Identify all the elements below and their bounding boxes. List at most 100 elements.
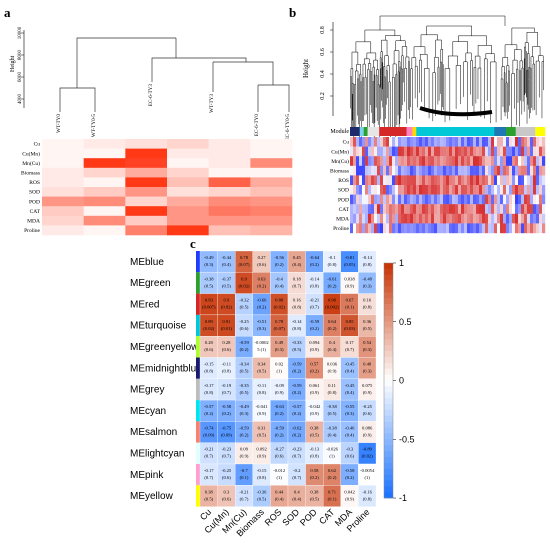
panel-b-heat-cell	[530, 156, 534, 166]
panel-c-colorbar-step	[384, 380, 393, 387]
panel-c-colorbar-step	[384, 462, 393, 469]
panel-c-cell-value: 0.31	[258, 425, 267, 430]
panel-b-heat-cell	[428, 213, 432, 224]
panel-b-dendro-branch	[385, 70, 388, 78]
panel-b-heat-cell	[413, 156, 417, 166]
panel-b-heat-cell	[380, 137, 384, 147]
panel-c-cell-value: 0.086	[362, 425, 373, 430]
panel-b-heat-cell	[437, 204, 441, 214]
panel-b-heat-cell	[470, 194, 474, 205]
panel-c-cell-value: 0.71	[328, 489, 337, 494]
panel-b-heat-cell	[455, 194, 459, 205]
panel-b-heat-cell	[449, 204, 453, 214]
panel-b-dendro-branch	[511, 73, 515, 85]
panel-c-row-color-strip	[196, 251, 200, 507]
panel-b-module-segment	[494, 127, 507, 136]
panel-c-cell-value: 0.09	[240, 447, 249, 452]
panel-b-heat-cell	[368, 175, 372, 186]
panel-b-heat-cell	[365, 137, 369, 147]
panel-c-cell-value: 0.67	[346, 298, 355, 303]
panel-b-heat-cell	[473, 185, 477, 195]
panel-c-cell-pvalue: (0.2)	[328, 475, 337, 480]
panel-b-heat-cell	[479, 146, 483, 157]
panel-c-cell-pvalue: (0.7)	[292, 475, 301, 480]
panel-b-heat-cell	[539, 137, 543, 147]
panel-b-heat-cell	[404, 137, 408, 147]
panel-c-cell-value: 0.88	[275, 298, 284, 303]
panel-b-dendro-branch	[447, 55, 458, 69]
panel-c-cell-value: -0.59	[274, 425, 284, 430]
panel-b-heat-cell	[509, 165, 513, 176]
panel-b-heat-cell	[512, 165, 516, 176]
panel-b-heat-cell	[512, 185, 516, 195]
panel-b-dendro-branch	[395, 40, 406, 51]
panel-b-heat-cell	[494, 213, 498, 224]
panel-c-cell-value: -0.14	[362, 255, 372, 260]
panel-b-heat-cell	[515, 175, 519, 186]
panel-b-heat-cell	[374, 165, 378, 176]
panel-c-cell-value: -0.58	[345, 468, 355, 473]
panel-b-heat-cell	[527, 185, 531, 195]
panel-c-cell-pvalue: (0.4)	[345, 390, 354, 395]
panel-a-row-label: MDA	[27, 219, 40, 225]
panel-b-heat-cell	[503, 194, 507, 205]
panel-b-heat-cell	[494, 146, 498, 157]
panel-b-heat-cell	[440, 175, 444, 186]
panel-b-heat-cell	[449, 213, 453, 224]
panel-b-heat-cell	[506, 194, 510, 205]
panel-c-row-label: MEgrey	[130, 385, 164, 396]
panel-b-heat-cell	[386, 204, 390, 214]
panel-b-heat-cell	[539, 185, 543, 195]
panel-b-heatmap	[350, 137, 546, 234]
panel-c-cell-pvalue: (0.4)	[345, 369, 354, 374]
panel-b-heat-cell	[398, 185, 402, 195]
panel-a-heat-cell	[42, 187, 84, 197]
panel-c-cell-pvalue: (0.9)	[310, 390, 319, 395]
panel-c-cell-value: -0.57	[204, 404, 214, 409]
panel-b-heat-cell	[404, 213, 408, 224]
panel-a-row-label: Mn(Cu)	[22, 160, 40, 167]
panel-a-leaf-label: WT-TY3	[209, 94, 215, 113]
panel-a-heat-cell	[42, 177, 84, 188]
panel-b-heat-cell	[434, 137, 438, 147]
panel-b-heat-cell	[371, 213, 375, 224]
panel-b-module-segment	[379, 127, 407, 136]
panel-c-cell-pvalue: (0.5)	[292, 347, 301, 352]
panel-b-heat-cell	[467, 213, 471, 224]
panel-c-cell-value: 0.34	[258, 362, 267, 367]
panel-b-heat-cell	[380, 185, 384, 195]
panel-b-heat-cell	[404, 146, 408, 157]
panel-b-y-tick-label: 0.6	[320, 48, 326, 56]
panel-b-heat-cell	[479, 185, 483, 195]
panel-b-heat-cell	[542, 146, 546, 157]
panel-c-cell-value: 0.89	[205, 319, 214, 324]
panel-c-cell-value: 0.85	[346, 319, 355, 324]
panel-c-cell-value: 0.93	[205, 298, 214, 303]
panel-c-cell-value: 0.38	[205, 489, 214, 494]
panel-b-heat-cell	[383, 223, 387, 234]
panel-b-heat-cell	[464, 204, 468, 214]
panel-b-heat-cell	[371, 165, 375, 176]
panel-c-cell-value: 0.092	[256, 447, 267, 452]
panel-b-heat-cell	[407, 156, 411, 166]
panel-c-cell-value: -0.37	[222, 276, 232, 281]
panel-a-heat-cell	[83, 167, 126, 178]
panel-c-row-color	[196, 442, 200, 464]
panel-b-heat-cell	[491, 213, 495, 224]
panel-b-heat-cell	[461, 185, 465, 195]
panel-b-heat-cell	[392, 146, 396, 157]
panel-b-heat-cell	[395, 137, 399, 147]
panel-b-module-segment	[416, 127, 495, 136]
panel-b-heat-cell	[371, 204, 375, 214]
panel-b-heat-cell	[479, 156, 483, 166]
panel-b-heat-cell	[383, 165, 387, 176]
panel-a-heat-cell	[208, 215, 251, 226]
panel-c-cell-value: -0.012	[273, 468, 286, 473]
panel-b-heat-cell	[353, 156, 357, 166]
panel-b-heat-cell	[482, 175, 486, 186]
panel-b-dendro-branch	[366, 52, 377, 61]
panel-c-cell-pvalue: (0.2)	[310, 475, 319, 480]
panel-c-row-color	[196, 421, 200, 443]
panel-b-heat-cell	[524, 213, 528, 224]
panel-b-heat-cell	[440, 204, 444, 214]
